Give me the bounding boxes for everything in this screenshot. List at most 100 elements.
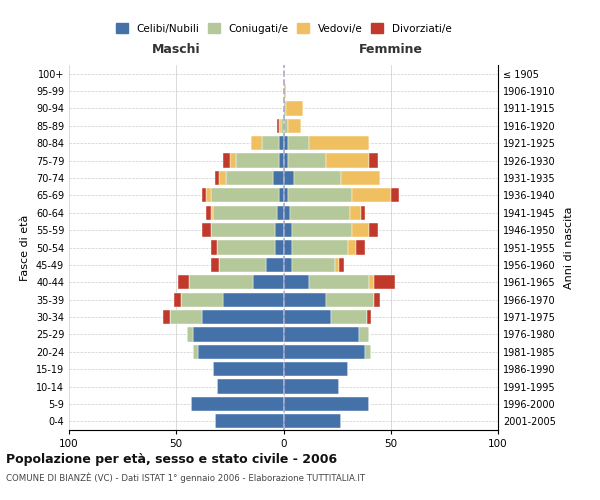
Bar <box>211 240 217 254</box>
Bar <box>370 154 378 168</box>
Bar <box>181 292 223 307</box>
Bar <box>275 240 284 254</box>
Bar <box>206 206 211 220</box>
Bar <box>284 362 348 376</box>
Bar <box>309 136 370 150</box>
Bar <box>292 240 348 254</box>
Text: Popolazione per età, sesso e stato civile - 2006: Popolazione per età, sesso e stato civil… <box>6 452 337 466</box>
Bar <box>288 188 352 202</box>
Bar <box>277 206 284 220</box>
Bar <box>356 240 365 254</box>
Bar <box>174 292 181 307</box>
Text: COMUNE DI BIANZÈ (VC) - Dati ISTAT 1° gennaio 2006 - Elaborazione TUTTITALIA.IT: COMUNE DI BIANZÈ (VC) - Dati ISTAT 1° ge… <box>6 472 365 483</box>
Bar <box>348 240 356 254</box>
Bar <box>219 258 266 272</box>
Y-axis label: Fasce di età: Fasce di età <box>20 214 30 280</box>
Bar <box>284 206 290 220</box>
Bar <box>284 171 294 185</box>
Bar <box>279 154 284 168</box>
Bar <box>284 84 286 98</box>
Bar <box>230 154 236 168</box>
Bar <box>211 223 275 237</box>
Bar <box>367 310 371 324</box>
Bar <box>211 188 279 202</box>
Bar <box>281 118 284 133</box>
Bar <box>331 310 367 324</box>
Bar <box>374 292 380 307</box>
Bar <box>284 188 288 202</box>
Bar <box>163 310 170 324</box>
Bar <box>215 171 219 185</box>
Bar <box>290 206 350 220</box>
Bar <box>170 310 202 324</box>
Bar <box>215 414 284 428</box>
Bar <box>284 136 288 150</box>
Bar <box>284 154 288 168</box>
Bar <box>211 258 219 272</box>
Bar <box>365 344 371 359</box>
Bar <box>284 118 288 133</box>
Bar <box>391 188 400 202</box>
Bar <box>178 275 189 289</box>
Bar <box>288 118 301 133</box>
Bar <box>253 275 284 289</box>
Bar <box>206 188 211 202</box>
Bar <box>266 258 284 272</box>
Bar <box>193 344 198 359</box>
Bar <box>294 171 341 185</box>
Bar <box>198 344 284 359</box>
Bar <box>223 292 284 307</box>
Bar <box>284 292 326 307</box>
Bar <box>217 240 275 254</box>
Bar <box>292 258 335 272</box>
Bar <box>202 188 206 202</box>
Bar <box>341 171 380 185</box>
Bar <box>284 310 331 324</box>
Bar <box>286 102 303 116</box>
Bar <box>279 136 284 150</box>
Bar <box>335 258 339 272</box>
Bar <box>284 223 292 237</box>
Bar <box>339 258 344 272</box>
Bar <box>187 328 193 342</box>
Bar <box>202 223 211 237</box>
Bar <box>219 171 226 185</box>
Bar <box>284 397 370 411</box>
Bar <box>309 275 370 289</box>
Bar <box>193 328 284 342</box>
Bar <box>251 136 262 150</box>
Bar <box>292 223 352 237</box>
Bar <box>352 223 370 237</box>
Bar <box>361 206 365 220</box>
Bar <box>236 154 279 168</box>
Bar <box>326 154 369 168</box>
Bar <box>202 310 284 324</box>
Bar <box>279 118 281 133</box>
Bar <box>326 292 374 307</box>
Bar <box>284 328 359 342</box>
Bar <box>191 397 284 411</box>
Bar <box>189 275 253 289</box>
Bar <box>226 171 273 185</box>
Bar <box>217 380 284 394</box>
Bar <box>370 275 374 289</box>
Bar <box>284 240 292 254</box>
Y-axis label: Anni di nascita: Anni di nascita <box>564 206 574 289</box>
Bar <box>350 206 361 220</box>
Bar <box>277 118 279 133</box>
Bar <box>213 362 284 376</box>
Bar <box>284 258 292 272</box>
Bar <box>284 344 365 359</box>
Bar <box>275 223 284 237</box>
Legend: Celibi/Nubili, Coniugati/e, Vedovi/e, Divorziati/e: Celibi/Nubili, Coniugati/e, Vedovi/e, Di… <box>112 19 455 38</box>
Bar <box>273 171 284 185</box>
Bar <box>359 328 370 342</box>
Bar <box>223 154 230 168</box>
Bar <box>370 223 378 237</box>
Bar <box>284 380 339 394</box>
Bar <box>213 206 277 220</box>
Bar <box>284 275 309 289</box>
Bar <box>211 206 213 220</box>
Bar <box>284 414 341 428</box>
Bar <box>374 275 395 289</box>
